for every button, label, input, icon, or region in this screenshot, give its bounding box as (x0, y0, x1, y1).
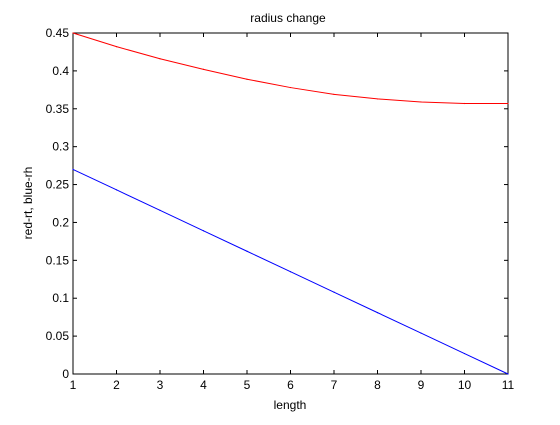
series-1-point (333, 291, 335, 293)
x-tick-label: 8 (374, 378, 381, 392)
series-0-point (159, 58, 161, 60)
series-0-point (115, 46, 118, 48)
x-tick-label: 3 (157, 378, 164, 392)
series-1-point (420, 332, 422, 334)
x-tick-label: 5 (244, 378, 251, 392)
series-0-point (246, 78, 248, 80)
series-1-point (115, 189, 118, 191)
y-tick-label: 0.45 (46, 26, 70, 40)
series-1-point (507, 373, 509, 375)
y-tick-label: 0.3 (52, 140, 69, 154)
series-1-point (246, 250, 248, 252)
y-tick-label: 0.15 (46, 253, 70, 267)
y-tick-label: 0 (62, 367, 69, 381)
y-tick-label: 0.05 (46, 329, 70, 343)
series-1-point (463, 352, 466, 355)
x-tick-label: 1 (70, 378, 77, 392)
y-axis-label: red-rt, blue-rh (21, 167, 35, 240)
series-1-point (159, 209, 161, 211)
series-0-point (202, 68, 205, 70)
y-tick-label: 0.35 (46, 102, 70, 116)
series-1-point (202, 230, 205, 232)
series-1-point (376, 312, 379, 314)
series-0-point (289, 86, 292, 89)
y-tick-label: 0.25 (46, 178, 70, 192)
x-tick-label: 10 (458, 378, 472, 392)
x-tick-label: 6 (287, 378, 294, 392)
series-1-point (72, 168, 74, 170)
x-tick-label: 4 (200, 378, 207, 392)
x-axis-label: length (274, 398, 307, 412)
x-tick-label: 9 (418, 378, 425, 392)
series-0-point (72, 32, 74, 34)
y-tick-label: 0.1 (52, 291, 69, 305)
x-tick-label: 2 (113, 378, 120, 392)
plot-area: 1 2 3 4 5 6 7 8 9 10 11 0 0.05 0.1 0.15 0.2 0.25 0.3 0.35 0… (46, 26, 515, 392)
series-0-point (333, 93, 335, 95)
series-0-point (463, 102, 466, 105)
chart-title: radius change (250, 11, 326, 25)
x-tick-label: 11 (502, 378, 515, 392)
series-0-point (420, 101, 422, 103)
y-tick-label: 0.4 (52, 64, 69, 78)
y-tick-label: 0.2 (52, 215, 69, 229)
series-0-point (376, 98, 379, 100)
series-0-point (507, 102, 509, 105)
axes-box (72, 32, 509, 375)
x-tick-label: 7 (331, 378, 338, 392)
series-1-point (289, 271, 292, 273)
